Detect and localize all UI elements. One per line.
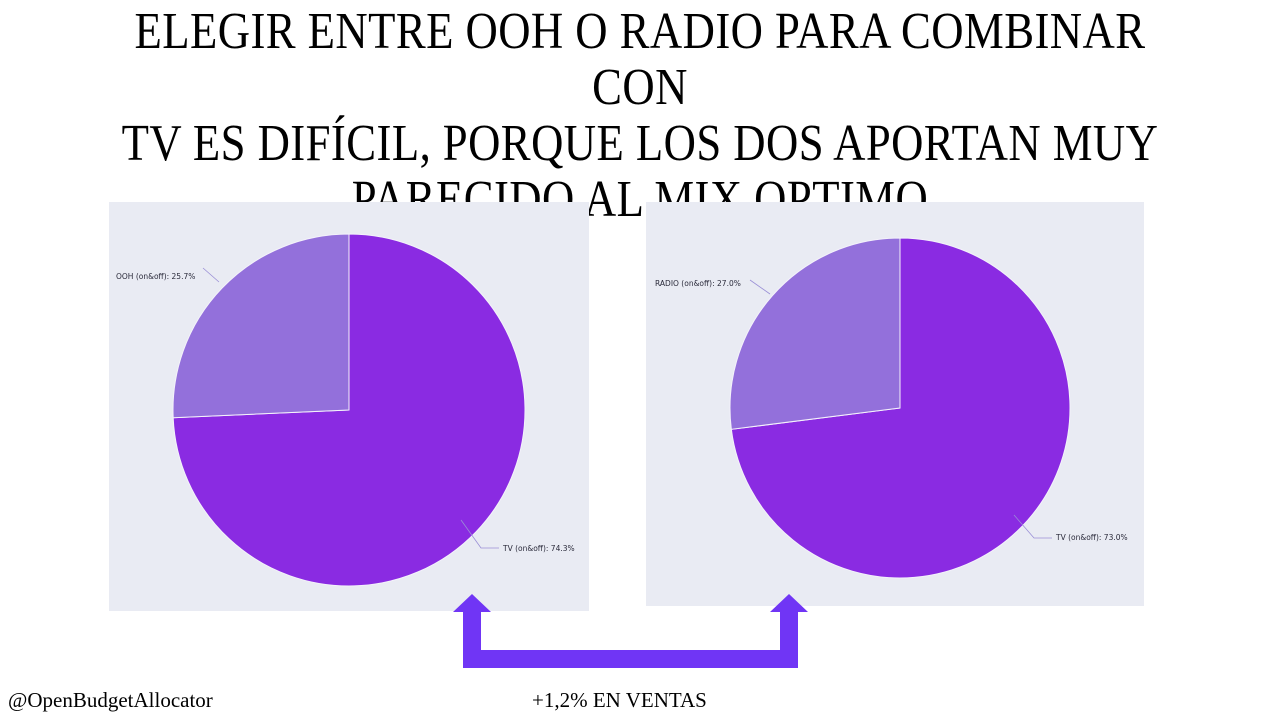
pie-slice-tv: [730, 237, 1071, 579]
pie-slice-radio: [729, 237, 901, 430]
leader-line-tv: [1013, 514, 1052, 539]
title-line-1: ELEGIR ENTRE OOH O RADIO PARA COMBINAR C…: [134, 3, 1146, 116]
pie-slice-ooh: [172, 233, 350, 419]
pie-chart-ooh: TV (on&off): 74.3% OOH (on&off): 25.7%: [116, 233, 575, 587]
author-handle: @OpenBudgetAllocator: [8, 688, 213, 712]
slice-label-radio: RADIO (on&off): 27.0%: [655, 279, 741, 288]
slice-label-tv: TV (on&off): 74.3%: [502, 544, 575, 553]
leader-line-radio: [749, 279, 771, 295]
slice-label-ooh: OOH (on&off): 25.7%: [116, 272, 195, 281]
title-line-2: TV ES DIFÍCIL, PORQUE LOS DOS APORTAN MU…: [121, 115, 1159, 172]
pie-chart-ooh-panel: TV (on&off): 74.3% OOH (on&off): 25.7%: [109, 202, 589, 611]
pie-chart-radio: TV (on&off): 73.0% RADIO (on&off): 27.0%: [655, 237, 1128, 579]
leader-line-ooh: [202, 267, 220, 283]
leader-line-tv: [460, 519, 499, 549]
slice-label-tv: TV (on&off): 73.0%: [1055, 533, 1128, 542]
pie-chart-radio-panel: TV (on&off): 73.0% RADIO (on&off): 27.0%: [646, 202, 1144, 606]
slide-title: ELEGIR ENTRE OOH O RADIO PARA COMBINAR C…: [90, 4, 1191, 228]
sales-result-caption: +1,2% EN VENTAS: [532, 688, 707, 712]
